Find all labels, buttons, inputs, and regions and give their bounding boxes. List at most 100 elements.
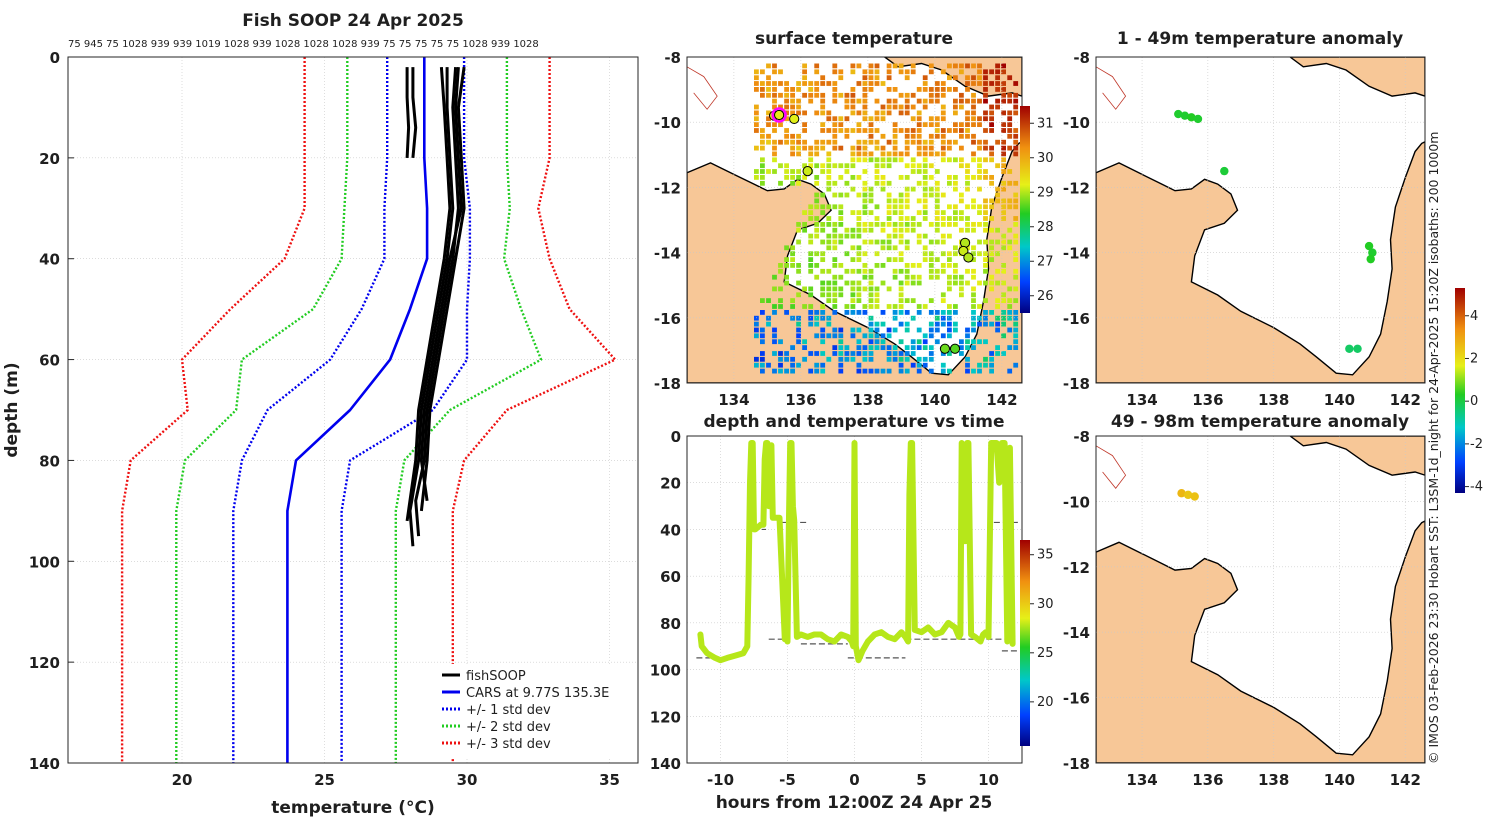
sst-cell (826, 163, 832, 169)
sst-cell (940, 222, 946, 227)
sst-cell (928, 133, 934, 139)
sst-cell (760, 351, 765, 356)
sst-cell (971, 339, 976, 345)
anomaly-upper-point (1180, 111, 1190, 120)
sst-cell (947, 233, 952, 239)
sst-cell (874, 345, 880, 350)
sst-cell (832, 245, 838, 251)
sst-cell (856, 245, 862, 251)
sst-cell (862, 239, 868, 245)
sst-cell (850, 63, 856, 69)
new-guinea-landmass (1288, 436, 1425, 476)
legend-std3: +/- 3 std dev (466, 737, 551, 752)
sst-cell (965, 163, 970, 169)
sst-cell (772, 63, 777, 69)
sst-cell (796, 327, 801, 333)
anomaly-colorbar-ticks: -4 -2 0 2 4 (1465, 309, 1483, 495)
sst-cell (983, 110, 988, 116)
sst-cell (953, 110, 958, 116)
sst-cell (790, 92, 795, 98)
sst-cell (928, 321, 934, 327)
sst-cell (754, 75, 759, 81)
sst-cell (856, 192, 862, 198)
sst-cell (1013, 251, 1019, 257)
sst-cell (922, 210, 928, 215)
sst-cell (995, 304, 1000, 309)
sst-cell (862, 69, 868, 75)
sst-cell (995, 87, 1000, 92)
sst-cell (959, 345, 964, 350)
sst-cell (784, 116, 789, 122)
anomaly-upper-area (1096, 57, 1425, 383)
sst-cell (940, 333, 946, 339)
sst-cell (778, 81, 783, 86)
sst-cell (1013, 192, 1019, 198)
sst-cell (1001, 157, 1006, 163)
sst-cell (862, 169, 868, 174)
sst-cell (814, 180, 820, 186)
sst-cell (802, 227, 807, 233)
sst-cell (1001, 204, 1006, 210)
sst-cell (832, 222, 838, 227)
sst-cell (953, 104, 958, 110)
legend-std1: +/- 1 std dev (466, 703, 551, 718)
map-ytick-label: -12 (1063, 179, 1090, 197)
sst-cell (814, 251, 820, 257)
sst-cell (802, 145, 807, 151)
map-ytick-label: -10 (1063, 114, 1090, 132)
sst-cell (868, 87, 874, 92)
sst-cell (916, 310, 922, 315)
profile-ytick-label: 100 (29, 553, 60, 571)
sst-cell (953, 75, 958, 81)
map-ytick-label: -18 (1063, 375, 1090, 393)
sst-cell (995, 345, 1000, 350)
sst-cell (989, 180, 994, 186)
sst-cell (898, 233, 904, 239)
sst-cell (850, 286, 856, 292)
surface-map-ticks: 134 136 138 140 142 -8 -10 -12 -14 -16 -18 (654, 49, 1018, 409)
sst-cell (1013, 81, 1019, 86)
sst-cell (808, 233, 814, 239)
sst-cell (965, 110, 970, 116)
sst-cell (934, 239, 940, 245)
sst-cell (778, 69, 783, 75)
sst-cell (874, 204, 880, 210)
sst-cell (886, 192, 892, 198)
sst-cell (934, 169, 940, 174)
sst-cell (928, 145, 934, 151)
profile-xtick-label: 20 (172, 771, 193, 789)
sst-cell (1013, 268, 1019, 274)
sst-cell (790, 263, 795, 268)
sst-cell (898, 63, 904, 69)
sst-cell (898, 251, 904, 257)
colorbar-tick-label: 29 (1037, 185, 1054, 200)
sst-cell (856, 63, 862, 69)
sst-cell (959, 145, 964, 151)
sst-cell (928, 239, 934, 245)
sst-cell (784, 245, 789, 251)
sst-cell (965, 362, 970, 368)
sst-cell (971, 157, 976, 163)
sst-cell (904, 298, 910, 303)
sst-cell (989, 110, 994, 116)
sst-cell (898, 298, 904, 303)
land-australia-upper (1096, 57, 1425, 383)
sst-cell (916, 110, 922, 116)
sst-cell (880, 310, 886, 315)
sst-cell (904, 280, 910, 286)
sst-cell (1013, 104, 1019, 110)
sst-cell (1001, 81, 1006, 86)
sst-cell (814, 175, 820, 180)
sst-cell (802, 63, 807, 69)
sst-cell (971, 227, 976, 233)
sst-cell (953, 180, 958, 186)
sst-cell (940, 368, 946, 374)
sst-cell (790, 356, 795, 362)
sst-cell (796, 292, 801, 298)
sst-cell (844, 169, 850, 174)
dt-ytick-label: 20 (660, 475, 681, 493)
sst-cell (862, 81, 868, 86)
dt-xtick-label: -5 (779, 771, 796, 789)
sst-cell (790, 180, 795, 186)
profile-ylabel: depth (m) (2, 362, 22, 457)
